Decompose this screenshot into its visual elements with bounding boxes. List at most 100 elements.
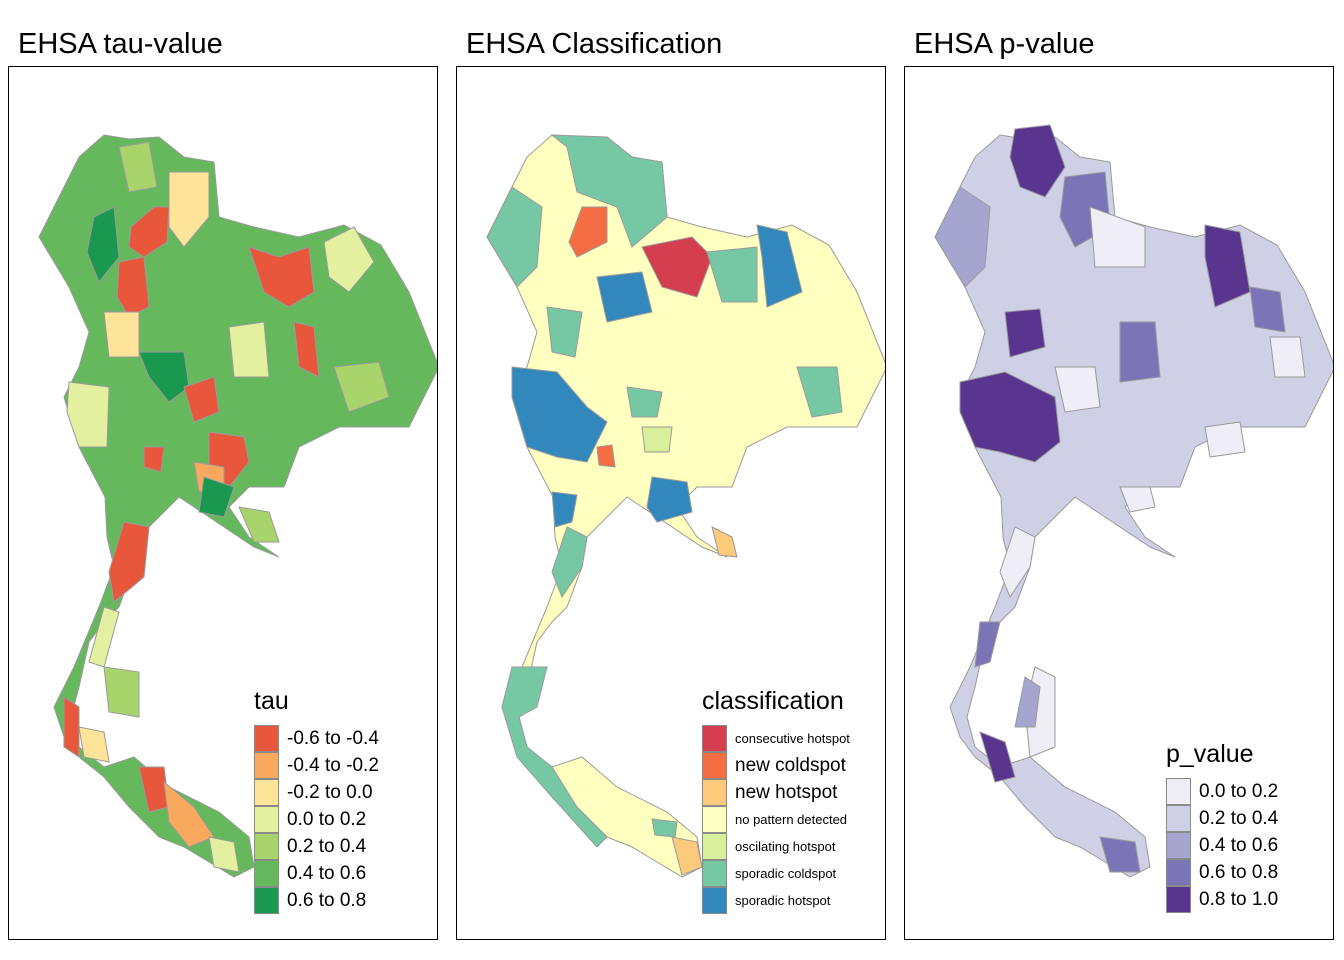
region: [86, 206, 120, 283]
legend-item: -0.4 to -0.2: [254, 752, 379, 779]
region: [999, 526, 1036, 599]
panel-title-classification: EHSA Classification: [466, 28, 723, 60]
legend-label: -0.6 to -0.4: [287, 728, 379, 749]
legend-label: 0.4 to 0.6: [287, 863, 367, 884]
region: [1204, 421, 1246, 458]
legend-rows: 0.0 to 0.2 0.2 to 0.4 0.4 to 0.6 0.6 to 0.8…: [1166, 778, 1278, 913]
region: [138, 351, 190, 403]
legend-label: 0.6 to 0.8: [1199, 862, 1279, 883]
region: [796, 366, 843, 418]
legend-item: new hotspot: [702, 779, 844, 806]
legend-item: sporadic hotspot: [702, 887, 844, 914]
legend-item: 0.2 to 0.4: [1166, 805, 1278, 832]
region: [1099, 836, 1141, 873]
region: [333, 361, 390, 413]
region: [1009, 124, 1066, 198]
region: [959, 371, 1061, 463]
legend-swatch: [702, 860, 727, 887]
region: [198, 476, 235, 518]
legend-rows: consecutive hotspot new coldspot new hotsp…: [702, 725, 850, 914]
region: [88, 606, 120, 668]
region: [103, 311, 140, 358]
region: [596, 271, 653, 323]
legend-item: 0.0 to 0.2: [1166, 778, 1278, 805]
region: [626, 386, 663, 418]
region: [641, 236, 713, 298]
p-value-regions: [934, 124, 1306, 873]
region: [248, 246, 315, 308]
region: [1119, 486, 1156, 513]
legend-swatch: [254, 752, 279, 779]
legend-swatch: [1166, 805, 1191, 832]
region: [108, 521, 150, 603]
legend-item: 0.6 to 0.8: [254, 887, 366, 914]
legend-label: new coldspot: [735, 755, 846, 776]
region: [511, 366, 608, 463]
legend-item: -0.2 to 0.0: [254, 779, 373, 806]
region: [706, 246, 758, 303]
legend-title: p_value: [1166, 740, 1254, 768]
region: [63, 696, 80, 758]
legend-item: -0.6 to -0.4: [254, 725, 379, 752]
region: [66, 381, 110, 448]
map-frame-tau: tau -0.6 to -0.4 -0.4 to -0.2 -0.2 to 0.0 0…: [8, 66, 438, 940]
thailand-map-p-value: [934, 124, 1333, 878]
region: [1204, 224, 1251, 308]
region: [596, 444, 616, 468]
region: [1014, 676, 1041, 728]
legend-label: 0.0 to 0.2: [287, 809, 367, 830]
region: [323, 226, 375, 293]
region: [293, 321, 320, 378]
region: [501, 666, 608, 848]
legend-swatch: [254, 887, 279, 914]
legend-item: consecutive hotspot: [702, 725, 850, 752]
region: [1269, 336, 1306, 378]
legend-label: sporadic hotspot: [735, 893, 831, 908]
map-frame-classification: classification consecutive hotspot new co…: [456, 66, 886, 940]
legend-item: 0.0 to 0.2: [254, 806, 366, 833]
region: [163, 780, 215, 848]
region: [183, 376, 220, 423]
legend-classification: classification consecutive hotspot new co…: [702, 686, 850, 914]
legend-swatch: [254, 833, 279, 860]
legend-label: 0.6 to 0.8: [287, 890, 367, 911]
legend-swatch: [1166, 886, 1191, 913]
region: [486, 186, 543, 288]
legend-swatch: [1166, 778, 1191, 805]
legend-item: 0.2 to 0.4: [254, 833, 366, 860]
legend-swatch: [702, 779, 727, 806]
legend-label: 0.2 to 0.4: [1199, 808, 1279, 829]
legend-title: tau: [254, 687, 289, 715]
region: [143, 446, 165, 473]
region: [238, 506, 280, 543]
region: [103, 666, 140, 718]
region: [168, 171, 210, 248]
legend-swatch: [254, 779, 279, 806]
region: [646, 476, 693, 523]
legend-item: 0.4 to 0.6: [254, 860, 366, 887]
panel-title-p-value: EHSA p-value: [914, 28, 1095, 60]
legend-item: 0.4 to 0.6: [1166, 832, 1278, 859]
region: [228, 321, 270, 378]
legend-label: consecutive hotspot: [735, 731, 850, 746]
region: [934, 186, 991, 288]
region: [118, 141, 158, 193]
legend-swatch: [254, 860, 279, 887]
region: [551, 491, 578, 528]
legend-item: sporadic coldspot: [702, 860, 844, 887]
legend-p-value: p_value 0.0 to 0.2 0.2 to 0.4 0.4 to 0.6 0.…: [1166, 739, 1278, 913]
region: [1004, 308, 1046, 358]
legend-swatch: [702, 752, 727, 779]
legend-label: -0.2 to 0.0: [287, 782, 373, 803]
legend-item: 0.8 to 1.0: [1166, 886, 1278, 913]
region: [651, 818, 678, 838]
region: [756, 224, 803, 308]
legend-tau: tau -0.6 to -0.4 -0.4 to -0.2 -0.2 to 0.0 0…: [254, 686, 379, 914]
region: [641, 426, 673, 453]
legend-label: new hotspot: [735, 782, 838, 803]
region: [1089, 206, 1146, 268]
region: [1119, 321, 1161, 383]
legend-label: 0.8 to 1.0: [1199, 889, 1279, 910]
legend-swatch: [254, 725, 279, 752]
legend-item: oscilating hotspot: [702, 833, 844, 860]
